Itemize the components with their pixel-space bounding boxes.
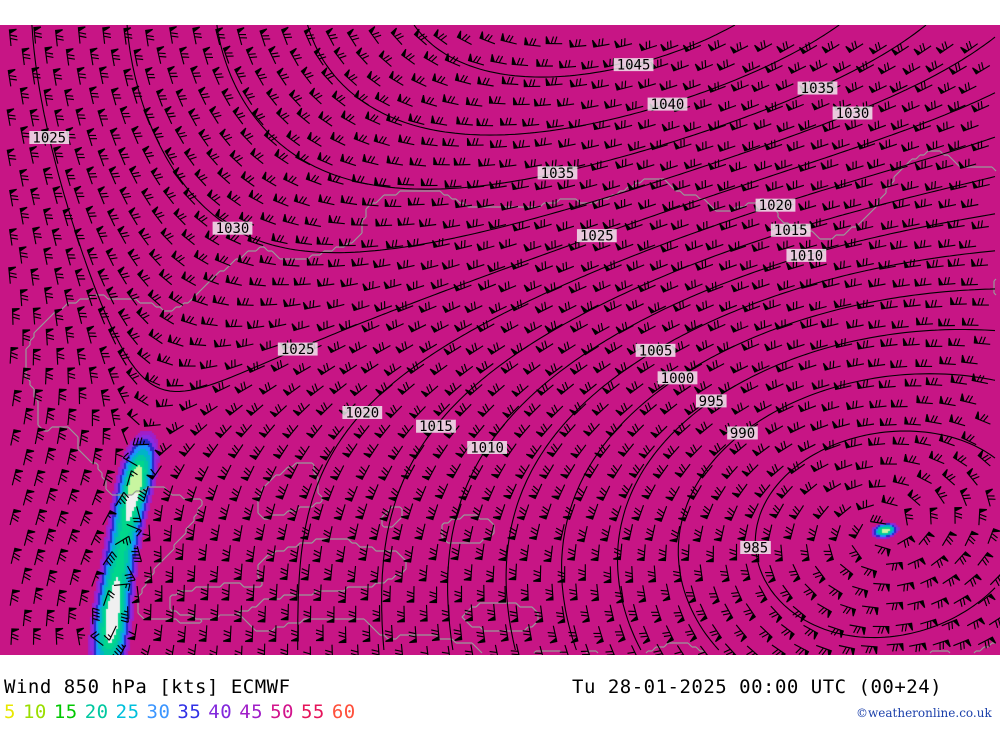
- chart-title: Wind 850 hPa [kts] ECMWF: [4, 676, 291, 698]
- colorbar-stop-25: 25: [115, 701, 140, 723]
- wind-850hpa-map[interactable]: 1045 1035 1040 1030 1025 1035 1020 1030 1015 1025…: [0, 25, 1000, 655]
- colorbar-stop-10: 10: [22, 701, 47, 723]
- map-raster-layer: [0, 25, 1000, 655]
- colorbar-stop-15: 15: [53, 701, 78, 723]
- wind-speed-colorbar: 5 10 15 20 25 30 35 40 45 50 55 60: [4, 701, 356, 723]
- model-run-timestamp: Tu 28-01-2025 00:00 UTC (00+24): [572, 676, 943, 698]
- colorbar-stop-35: 35: [177, 701, 202, 723]
- colorbar-stop-50: 50: [270, 701, 294, 723]
- colorbar-stop-20: 20: [84, 701, 109, 723]
- colorbar-stop-40: 40: [208, 701, 233, 723]
- colorbar-stop-55: 55: [300, 701, 325, 723]
- colorbar-stop-30: 30: [146, 701, 171, 723]
- provider-credit: ©weatheronline.co.uk: [856, 706, 992, 720]
- colorbar-stop-5: 5: [4, 701, 16, 723]
- colorbar-stop-60: 60: [331, 701, 356, 723]
- colorbar-stop-45: 45: [239, 701, 264, 723]
- chart-footer: Wind 850 hPa [kts] ECMWF 5 10 15 20 25 30 35 40…: [0, 655, 1000, 733]
